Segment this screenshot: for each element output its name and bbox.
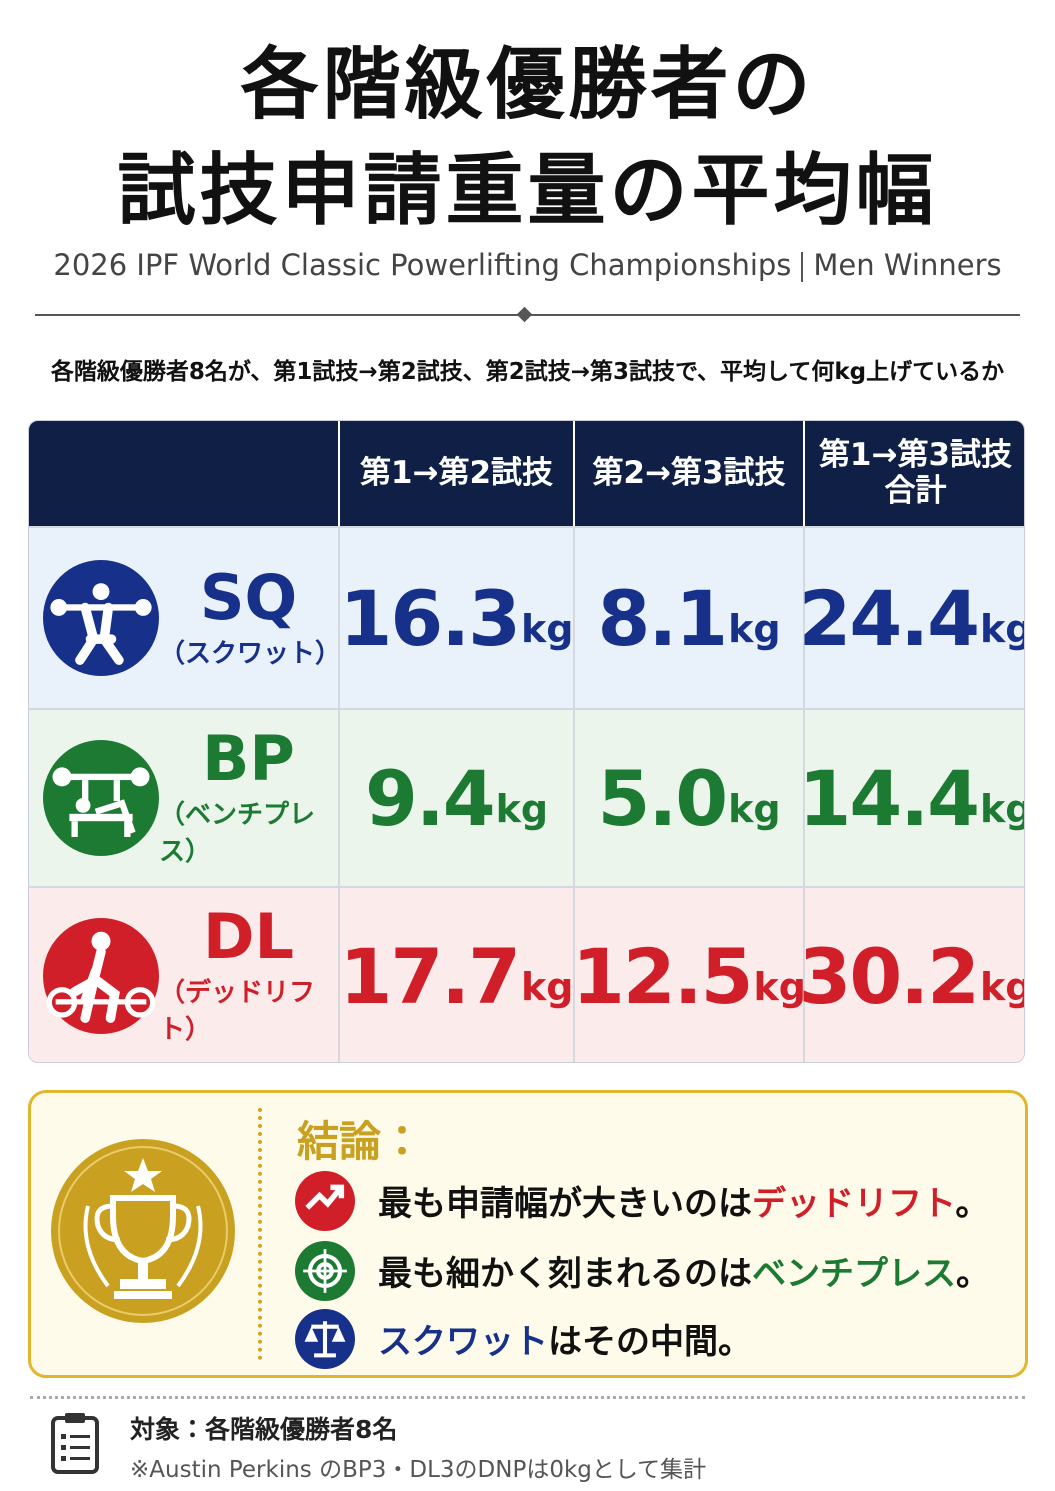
value-cell: 5.0 kg [573,708,803,886]
value-cell: 8.1 kg [573,526,803,708]
clipboard-icon [51,1413,99,1474]
title-line: 試技申請重量の平均幅 [117,146,938,236]
conclusion-item: スクワットはその中間。 [378,1314,752,1363]
title-line: 各階級優勝者の [240,40,815,130]
highlight-text: スクワット [378,1322,548,1362]
unit: kg [753,965,806,1009]
conclusion-title: 結論： [297,1117,424,1166]
column-header-line: 合計 [884,472,947,509]
unit: kg [521,965,574,1009]
value-cell: 9.4 kg [338,708,573,886]
lift-name: BP （ベンチプレス） [159,728,338,868]
separator [801,252,804,282]
unit: kg [980,607,1024,651]
subtitle-tag: Men Winners [813,248,1002,282]
value-cell: 17.7 kg [338,886,574,1062]
lift-icon [43,918,159,1034]
value: 17.7 [339,931,522,1021]
unit: kg [495,787,549,831]
column-header: 第2→第3試技 [573,421,803,526]
item-text: 。 [955,1184,990,1224]
divider-diamond [516,306,533,323]
row-label: SQ （スクワット） [29,526,342,708]
row-label: DL （デッドリフト） [29,886,338,1062]
description: 各階級優勝者8名が、第1試技→第2試技、第2試技→第3試技で、平均して何kg上げ… [50,359,1005,385]
value-cell: 14.4kg [799,708,1024,886]
bullet-icon [295,1171,355,1231]
lift-name-ja: （ベンチプレス） [159,800,316,867]
footnote-target: 対象：各階級優勝者8名 [130,1415,398,1444]
value: 5.0 [597,753,728,843]
lift-icon [43,560,159,676]
value: 14.4 [798,753,981,843]
trophy-medal [51,1139,235,1323]
lift-name: SQ （スクワット） [159,560,342,670]
conclusion-item: 最も申請幅が大きいのはデッドリフト。 [378,1176,989,1225]
unit: kg [980,965,1024,1009]
value: 9.4 [364,753,496,843]
item-text: 最も細かく刻まれるのは [378,1254,752,1294]
highlight-text: ベンチプレス [752,1254,956,1294]
header-corner [29,421,338,526]
column-header: 第1→第2試技 [338,421,573,526]
item-text: はその中間。 [548,1322,752,1362]
value: 12.5 [572,931,754,1021]
value: 8.1 [597,573,728,663]
lift-code: SQ [199,560,298,634]
bullet-icon [295,1309,355,1369]
column-header: 第1→第3試技 合計 [803,421,1024,526]
value: 30.2 [798,931,981,1021]
bullet-icon [295,1241,355,1301]
subtitle-text: 2026 IPF World Classic Powerlifting Cham… [53,248,792,282]
lift-icon [43,740,159,856]
lift-code: DL [203,900,294,973]
subtitle: 2026 IPF World Classic Powerlifting Cham… [0,248,1055,282]
item-text: 最も申請幅が大きいのは [378,1184,752,1224]
column-header-line: 第1→第2試技 [359,454,554,491]
table: 第1→第2試技 第2→第3試技 第1→第3試技 合計 SQ （スクワット） 16.3 kg 8.… [28,420,1025,1063]
value-cell: 16.3 kg [338,526,574,708]
value: 24.4 [798,573,981,663]
dotted-separator [258,1108,262,1360]
row-label: BP （ベンチプレス） [29,708,338,886]
lift-code: BP [202,722,295,795]
lift-name: DL （デッドリフト） [159,906,338,1046]
column-header-line: 第1→第3試技 [818,436,1013,473]
lift-name-ja: （スクワット） [159,638,342,669]
conclusion-item: 最も細かく刻まれるのはベンチプレス。 [378,1246,990,1295]
item-text: 。 [956,1254,990,1294]
value-cell: 30.2kg [799,886,1024,1062]
unit: kg [980,787,1024,831]
value-cell: 24.4kg [799,526,1024,708]
lift-name-ja: （デッドリフト） [159,978,316,1045]
unit: kg [728,607,781,651]
value: 16.3 [339,573,522,663]
column-header-line: 第2→第3試技 [592,454,786,491]
dotted-rule [30,1396,1025,1399]
unit: kg [521,607,574,651]
unit: kg [728,787,781,831]
footnote-note: ※Austin Perkins のBP3・DL3のDNPは0kgとして集計 [130,1457,707,1483]
highlight-text: デッドリフト [752,1184,956,1224]
value-cell: 12.5 kg [572,886,806,1062]
